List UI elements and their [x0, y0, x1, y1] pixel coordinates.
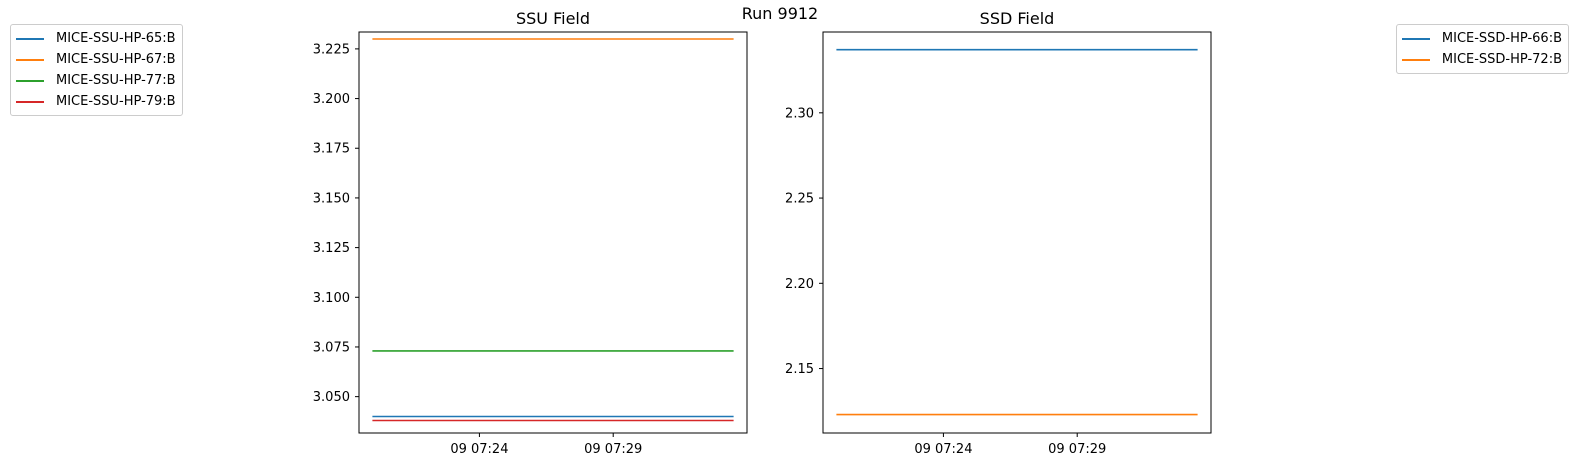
chart-2: SSD Field 2.15 2.20 2.25 2.30 09 07:24 09 07:2…	[785, 9, 1212, 457]
legend-entry: MICE-SSU-HP-67:B	[16, 49, 176, 70]
y-tick-label: 3.150	[313, 191, 350, 206]
x-tick-label: 09 07:29	[1048, 442, 1106, 457]
x-tick-label: 09 07:29	[584, 442, 642, 457]
y-tick-label: 3.225	[313, 42, 350, 57]
legend-swatch	[1401, 37, 1430, 40]
y-tick-label: 3.175	[313, 142, 350, 157]
legend-label: MICE-SSU-HP-79:B	[56, 94, 176, 109]
legend-entry: MICE-SSD-HP-66:B	[1401, 28, 1562, 49]
legend-label: MICE-SSD-HP-72:B	[1441, 52, 1562, 67]
y-tick-label: 2.30	[785, 106, 814, 121]
plot-frame	[358, 31, 748, 434]
legend-entry: MICE-SSU-HP-79:B	[16, 91, 176, 112]
legend-label: MICE-SSD-HP-66:B	[1441, 31, 1562, 46]
legend-swatch	[16, 58, 44, 61]
y-tick-label: 3.050	[313, 390, 350, 405]
y-tick-label: 3.075	[313, 340, 350, 355]
legend-label: MICE-SSU-HP-67:B	[56, 52, 176, 67]
ssu-legend: MICE-SSU-HP-65:B MICE-SSU-HP-67:B MICE-SSU…	[10, 24, 183, 116]
legend-entry: MICE-SSD-HP-72:B	[1401, 49, 1562, 70]
x-tick-label: 09 07:24	[450, 442, 508, 457]
legend-swatch	[1401, 58, 1430, 61]
plot-frame	[822, 31, 1212, 434]
legend-entry: MICE-SSU-HP-65:B	[16, 28, 176, 49]
legend-entry: MICE-SSU-HP-77:B	[16, 70, 176, 91]
y-tick-label: 2.25	[785, 192, 814, 207]
y-tick-label: 2.20	[785, 277, 814, 292]
x-tick-label: 09 07:24	[914, 442, 972, 457]
figure-title: Run 9912	[741, 4, 819, 23]
legend-label: MICE-SSU-HP-77:B	[56, 73, 176, 88]
legend-swatch	[16, 79, 44, 82]
chart-title: SSD Field	[980, 9, 1055, 28]
legend-label: MICE-SSU-HP-65:B	[56, 31, 176, 46]
legend-swatch	[16, 37, 44, 40]
y-tick-label: 3.200	[313, 92, 350, 107]
y-tick-label: 3.125	[313, 241, 350, 256]
legend-swatch	[16, 100, 44, 103]
chart-1: SSU Field 3.050 3.075 3.100 3.125 3.150 3.175 3…	[313, 9, 748, 457]
y-tick-label: 3.100	[313, 291, 350, 306]
chart-title: SSU Field	[516, 9, 590, 28]
y-tick-label: 2.15	[785, 362, 814, 377]
ssd-legend: MICE-SSD-HP-66:B MICE-SSD-HP-72:B	[1395, 24, 1569, 74]
